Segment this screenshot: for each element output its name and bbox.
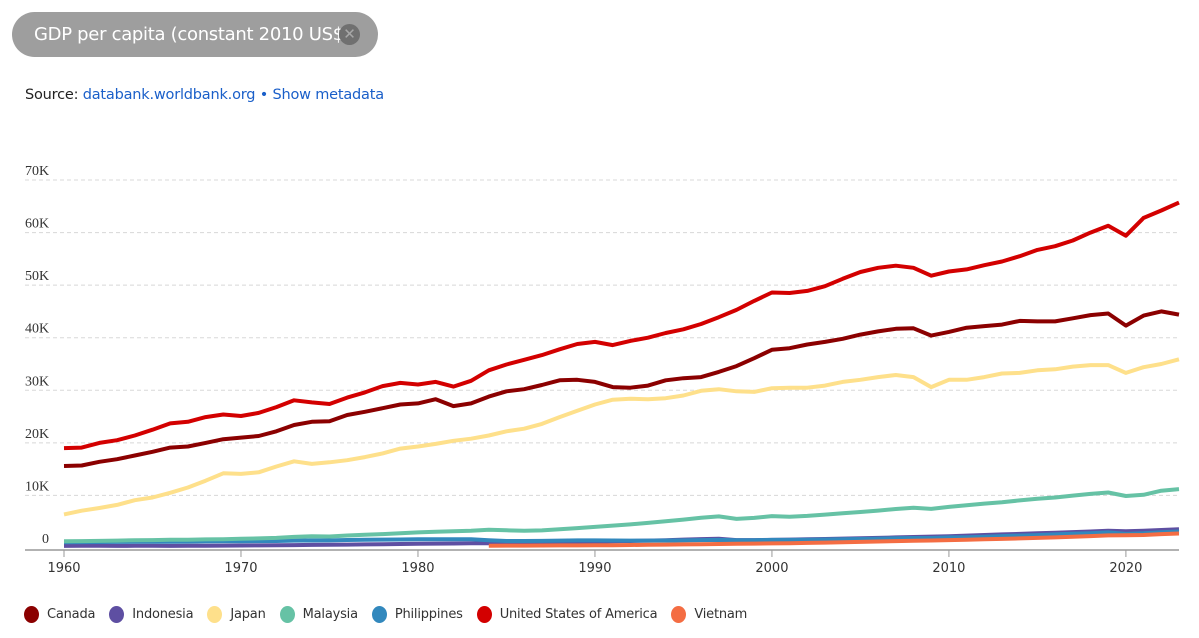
show-metadata-link[interactable]: Show metadata bbox=[272, 87, 384, 103]
series-line-japan[interactable] bbox=[63, 357, 1180, 517]
legend-label: Malaysia bbox=[302, 607, 358, 622]
legend-label: Vietnam bbox=[694, 607, 748, 622]
legend-item-vietnam[interactable]: Vietnam bbox=[671, 606, 747, 623]
series-line-united-states-of-america[interactable] bbox=[63, 200, 1180, 451]
y-tick-label: 40K bbox=[25, 322, 49, 337]
x-tick-label: 2000 bbox=[755, 561, 788, 576]
legend-swatch bbox=[371, 606, 387, 623]
grid-lines bbox=[25, 179, 1179, 496]
indicator-chip[interactable]: GDP per capita (constant 2010 US$) ✕ bbox=[12, 12, 378, 57]
x-tick-label: 2010 bbox=[932, 561, 965, 576]
legend-label: United States of America bbox=[499, 607, 658, 622]
line-chart: 0 10K 20K 30K 40K 50K 60K 70K 1960 1970 1980 1990 2… bbox=[25, 164, 1180, 576]
x-tick-label: 1980 bbox=[401, 561, 434, 576]
legend-item-canada[interactable]: Canada bbox=[24, 606, 95, 623]
source-link[interactable]: databank.worldbank.org bbox=[82, 87, 256, 103]
x-tick-label: 1990 bbox=[578, 561, 611, 576]
source-separator: • bbox=[259, 87, 269, 103]
y-tick-label: 20K bbox=[25, 427, 49, 442]
y-tick-label: 10K bbox=[25, 479, 49, 494]
x-tick-label: 1960 bbox=[47, 561, 80, 576]
series-line-vietnam[interactable] bbox=[488, 531, 1180, 548]
legend-item-malaysia[interactable]: Malaysia bbox=[279, 606, 358, 623]
legend-item-indonesia[interactable]: Indonesia bbox=[109, 606, 194, 623]
series-lines bbox=[63, 200, 1180, 548]
legend-label: Indonesia bbox=[132, 607, 194, 622]
source-prefix: Source: bbox=[25, 87, 79, 103]
legend-item-philippines[interactable]: Philippines bbox=[371, 606, 463, 623]
indicator-chip-label: GDP per capita (constant 2010 US$) bbox=[34, 24, 351, 45]
y-tick-label: 70K bbox=[25, 164, 49, 179]
series-line-canada[interactable] bbox=[63, 309, 1180, 468]
legend-item-japan[interactable]: Japan bbox=[207, 606, 266, 623]
y-tick-label: 60K bbox=[25, 217, 49, 232]
x-tick-label: 1970 bbox=[224, 561, 257, 576]
y-tick-label: 50K bbox=[25, 269, 49, 284]
series-line-malaysia[interactable] bbox=[63, 487, 1180, 544]
legend-swatch bbox=[109, 606, 125, 623]
legend-swatch bbox=[279, 606, 295, 623]
legend-item-united-states-of-america[interactable]: United States of America bbox=[476, 606, 658, 623]
legend: Canada Indonesia Japan Malaysia Philippines U… bbox=[24, 606, 761, 623]
legend-label: Japan bbox=[230, 607, 266, 622]
legend-swatch bbox=[207, 606, 223, 623]
close-icon[interactable]: ✕ bbox=[339, 24, 360, 45]
y-tick-label: 30K bbox=[25, 374, 49, 389]
legend-swatch bbox=[24, 606, 39, 623]
legend-label: Canada bbox=[47, 607, 96, 622]
legend-swatch bbox=[476, 606, 492, 623]
legend-swatch bbox=[671, 606, 687, 623]
y-axis-ticks: 0 10K 20K 30K 40K 50K 60K 70K bbox=[25, 164, 49, 547]
series-line-philippines[interactable] bbox=[63, 529, 1180, 545]
y-tick-label: 0 bbox=[42, 532, 49, 547]
x-tick-label: 2020 bbox=[1109, 561, 1142, 576]
legend-label: Philippines bbox=[394, 607, 463, 622]
x-axis: 1960 1970 1980 1990 2000 2010 2020 bbox=[25, 549, 1179, 576]
source-line: Source: databank.worldbank.org • Show me… bbox=[25, 87, 384, 103]
